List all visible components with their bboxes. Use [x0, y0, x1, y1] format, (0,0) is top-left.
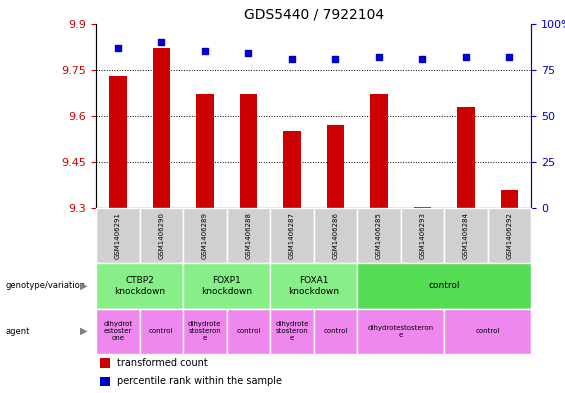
Text: dihydrote
stosteron
e: dihydrote stosteron e [188, 321, 221, 341]
Bar [96, 263, 183, 309]
Bar [183, 208, 227, 263]
Text: CTBP2
knockdown: CTBP2 knockdown [114, 276, 165, 296]
Bar [401, 208, 444, 263]
Bar [501, 190, 518, 208]
Bar [270, 309, 314, 354]
Bar [153, 48, 170, 208]
Text: agent: agent [6, 327, 30, 336]
Text: GSM1406289: GSM1406289 [202, 212, 208, 259]
Bar [283, 131, 301, 208]
Bar [357, 208, 401, 263]
Point [157, 39, 166, 45]
Point [505, 54, 514, 60]
Point [418, 55, 427, 62]
Bar [270, 208, 314, 263]
Text: FOXA1
knockdown: FOXA1 knockdown [288, 276, 339, 296]
Bar [183, 263, 270, 309]
Text: control: control [323, 328, 347, 334]
Bar [196, 94, 214, 208]
Bar [414, 207, 431, 208]
Point [113, 44, 123, 51]
Text: GSM1406287: GSM1406287 [289, 212, 295, 259]
Point [200, 48, 209, 55]
Bar [370, 94, 388, 208]
Bar [140, 309, 183, 354]
Text: GSM1406288: GSM1406288 [245, 212, 251, 259]
Point [287, 55, 296, 62]
Text: GSM1406292: GSM1406292 [506, 212, 512, 259]
Text: genotype/variation: genotype/variation [6, 281, 86, 290]
Text: GSM1406290: GSM1406290 [158, 212, 164, 259]
Point [461, 54, 470, 60]
Text: ▶: ▶ [80, 281, 88, 291]
Text: control: control [475, 328, 500, 334]
Bar [227, 208, 270, 263]
Text: ▶: ▶ [80, 326, 88, 336]
Bar [314, 309, 357, 354]
Text: GSM1406291: GSM1406291 [115, 212, 121, 259]
Bar [227, 309, 270, 354]
Bar [444, 309, 531, 354]
Point [244, 50, 253, 56]
Point [375, 54, 384, 60]
Point [331, 55, 340, 62]
Bar [240, 94, 257, 208]
Bar [357, 263, 531, 309]
Bar [140, 208, 183, 263]
Text: GSM1406285: GSM1406285 [376, 212, 382, 259]
Text: dihydrotestosteron
e: dihydrotestosteron e [367, 325, 434, 338]
Text: control: control [236, 328, 260, 334]
Text: control: control [149, 328, 173, 334]
Bar [101, 376, 110, 386]
Title: GDS5440 / 7922104: GDS5440 / 7922104 [244, 7, 384, 21]
Text: FOXP1
knockdown: FOXP1 knockdown [201, 276, 252, 296]
Text: GSM1406286: GSM1406286 [332, 212, 338, 259]
Bar [270, 263, 357, 309]
Bar [457, 107, 475, 208]
Bar [314, 208, 357, 263]
Text: percentile rank within the sample: percentile rank within the sample [117, 376, 282, 386]
Bar [109, 76, 127, 208]
Bar [327, 125, 344, 208]
Text: transformed count: transformed count [117, 358, 208, 368]
Bar [96, 309, 140, 354]
Bar [183, 309, 227, 354]
Bar [357, 309, 444, 354]
Bar [444, 208, 488, 263]
Text: GSM1406293: GSM1406293 [419, 212, 425, 259]
Bar [488, 208, 531, 263]
Text: GSM1406284: GSM1406284 [463, 212, 469, 259]
Bar [96, 208, 140, 263]
Text: dihydrote
stosteron
e: dihydrote stosteron e [275, 321, 308, 341]
Text: dihydrot
estoster
one: dihydrot estoster one [103, 321, 132, 341]
Bar [101, 358, 110, 368]
Text: control: control [428, 281, 460, 290]
